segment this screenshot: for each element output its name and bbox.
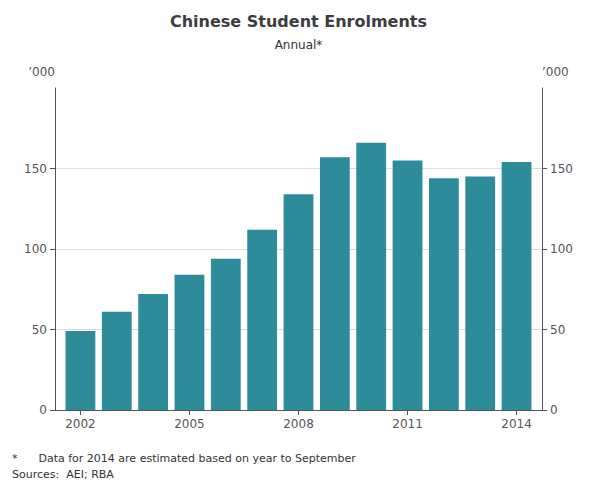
svg-text:0: 0 [550,403,558,417]
svg-text:150: 150 [550,162,573,176]
svg-text:2011: 2011 [392,417,423,431]
svg-text:2002: 2002 [65,417,96,431]
svg-text:100: 100 [550,242,573,256]
svg-text:Sources: AEI; RBA: Sources: AEI; RBA [12,468,114,481]
svg-text:Chinese Student Enrolments: Chinese Student Enrolments [170,12,427,31]
svg-text:0: 0 [39,403,47,417]
svg-text:Annual*: Annual* [275,38,323,52]
svg-text:2014: 2014 [501,417,532,431]
svg-text:’000: ’000 [542,65,569,79]
svg-text:50: 50 [32,323,47,337]
svg-text:2005: 2005 [174,417,205,431]
svg-text:50: 50 [550,323,565,337]
svg-text:100: 100 [24,242,47,256]
svg-text:* Data for 2014 are estim: * Data for 2014 are estimated based on y… [12,452,356,465]
svg-text:150: 150 [24,162,47,176]
svg-text:2008: 2008 [283,417,314,431]
svg-text:’000: ’000 [28,65,55,79]
